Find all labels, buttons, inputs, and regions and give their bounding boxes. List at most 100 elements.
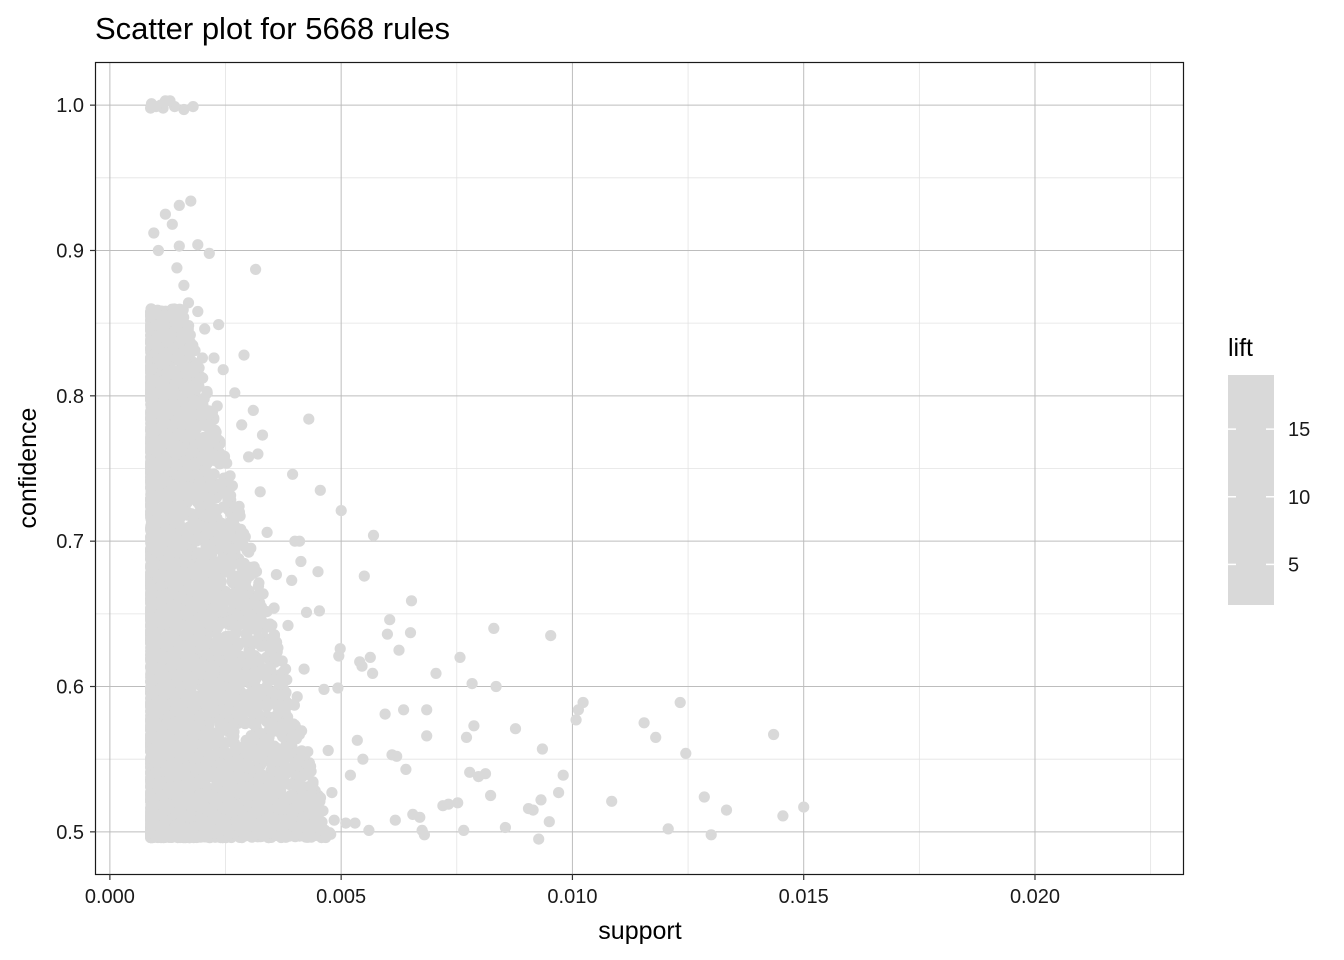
scatter-point	[193, 711, 205, 723]
scatter-point	[214, 458, 226, 470]
scatter-point	[151, 423, 163, 435]
scatter-point	[163, 718, 175, 731]
scatter-point	[161, 513, 173, 525]
scatter-point	[169, 669, 181, 681]
scatter-point	[234, 589, 246, 602]
scatter-point	[159, 374, 171, 386]
scatter-point	[202, 747, 214, 759]
scatter-point	[170, 490, 183, 502]
scatter-point	[190, 535, 202, 547]
scatter-point	[169, 459, 181, 471]
scatter-point	[235, 814, 247, 826]
scatter-point	[194, 623, 206, 636]
scatter-point	[289, 759, 302, 772]
scatter-point	[279, 802, 292, 815]
scatter-point	[171, 321, 183, 333]
scatter-point	[184, 416, 196, 429]
scatter-point	[168, 625, 180, 637]
scatter-point	[179, 647, 191, 659]
scatter-point	[242, 598, 254, 610]
scatter-point	[215, 824, 227, 836]
scatter-point	[145, 670, 157, 683]
scatter-point	[187, 484, 199, 496]
scatter-point	[304, 811, 316, 823]
scatter-point	[146, 584, 158, 597]
scatter-point	[180, 831, 192, 843]
scatter-point	[154, 776, 166, 788]
scatter-point	[215, 775, 227, 787]
scatter-point	[184, 366, 196, 378]
scatter-point	[174, 780, 186, 792]
scatter-point	[168, 303, 180, 315]
scatter-point	[184, 809, 196, 821]
scatter-point	[241, 544, 253, 557]
scatter-point	[182, 594, 194, 606]
scatter-point	[168, 763, 180, 775]
scatter-point	[145, 410, 157, 422]
scatter-point	[231, 661, 243, 673]
scatter-point	[183, 492, 195, 504]
scatter-point	[230, 743, 242, 756]
major-gridlines	[96, 63, 1183, 874]
scatter-point	[198, 660, 210, 672]
scatter-point	[159, 702, 171, 714]
scatter-point	[194, 409, 206, 421]
scatter-point	[204, 620, 216, 632]
scatter-point	[160, 640, 172, 652]
scatter-point	[205, 559, 217, 572]
scatter-point	[202, 419, 214, 431]
scatter-point	[147, 702, 159, 715]
scatter-point	[160, 535, 172, 547]
scatter-point	[205, 827, 217, 839]
scatter-point	[203, 409, 215, 421]
scatter-point	[145, 363, 157, 375]
scatter-point	[188, 578, 200, 590]
scatter-point	[163, 687, 176, 699]
scatter-point	[255, 640, 267, 652]
scatter-point	[224, 722, 236, 734]
scatter-point	[309, 801, 321, 813]
scatter-point	[197, 440, 209, 452]
scatter-point	[212, 732, 224, 744]
scatter-point	[200, 725, 213, 737]
scatter-point	[213, 573, 225, 585]
scatter-point	[175, 682, 187, 694]
scatter-point	[186, 446, 198, 458]
scatter-point	[145, 626, 157, 638]
scatter-point	[159, 817, 171, 829]
scatter-point	[199, 819, 211, 831]
scatter-point	[253, 577, 265, 589]
scatter-point	[265, 747, 277, 759]
scatter-point	[150, 446, 162, 458]
scatter-point	[152, 353, 164, 365]
scatter-point	[216, 531, 228, 543]
scatter-point	[298, 793, 311, 805]
scatter-point	[246, 831, 258, 843]
scatter-point	[255, 687, 267, 699]
scatter-point	[243, 750, 255, 762]
scatter-point	[244, 623, 256, 635]
scatter-point	[218, 663, 230, 675]
scatter-point	[183, 459, 195, 471]
scatter-point	[182, 798, 194, 810]
scatter-point	[192, 521, 204, 533]
scatter-point	[171, 312, 183, 324]
scatter-point	[217, 746, 229, 758]
scatter-point	[219, 790, 231, 803]
scatter-point	[189, 345, 201, 357]
scatter-point	[233, 760, 245, 772]
scatter-point	[145, 602, 157, 614]
scatter-point	[215, 758, 227, 770]
scatter-point	[193, 635, 205, 647]
scatter-point	[257, 588, 269, 600]
scatter-point	[268, 781, 280, 794]
scatter-point	[156, 727, 168, 739]
scatter-point	[172, 481, 184, 493]
scatter-point	[168, 580, 180, 593]
scatter-point	[177, 357, 189, 369]
scatter-point	[217, 501, 229, 513]
scatter-point	[174, 707, 186, 719]
scatter-point	[223, 680, 235, 692]
scatter-point	[258, 617, 270, 629]
scatter-point	[248, 731, 260, 743]
